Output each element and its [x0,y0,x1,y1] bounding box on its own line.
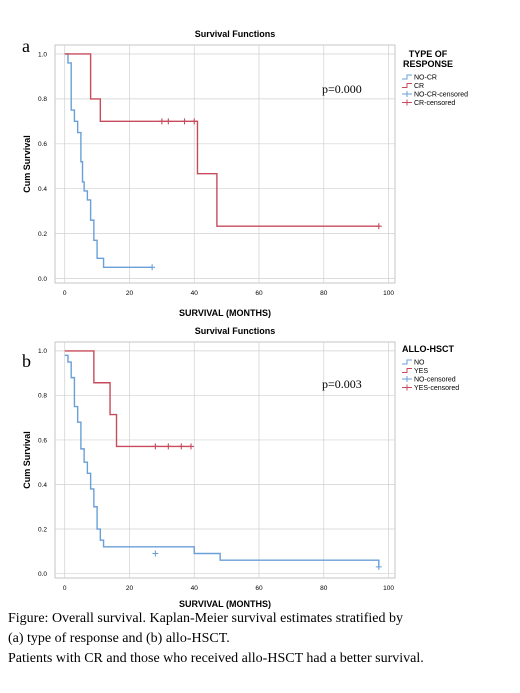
y-tick-label: 0.0 [38,276,47,283]
x-tick-label: 80 [320,290,328,297]
caption-line-3: Patients with CR and those who received … [8,651,424,666]
legend-swatch-line [402,359,412,365]
panel-label: a [22,36,30,56]
y-tick-label: 0.6 [38,437,47,444]
censor-mark-cr [375,223,382,230]
chart-title: Survival Functions [195,326,276,336]
x-tick-label: 0 [63,585,67,592]
legend-entry: NO-CR-censored [414,92,468,99]
censor-mark-cr [181,118,188,125]
y-axis-title: Cum Survival [22,431,32,489]
y-tick-label: 0.4 [38,482,47,489]
x-tick-label: 20 [126,290,134,297]
censor-mark-yes [188,443,194,450]
x-tick-label: 40 [191,290,199,297]
x-tick-label: 60 [255,290,263,297]
y-tick-label: 0.8 [38,96,47,103]
y-tick-label: 0.2 [38,526,47,533]
series-line-no [64,354,380,567]
series-line-no-cr [64,53,153,268]
x-tick-label: 20 [126,585,134,592]
caption-line-2: (a) type of response and (b) allo-HSCT. [8,631,230,646]
x-tick-label: 0 [63,290,67,297]
censor-mark-no [152,550,159,557]
censor-mark-cr [165,118,172,125]
legend-swatch-censor [402,384,412,391]
y-tick-label: 0.0 [38,571,47,578]
legend-title: RESPONSE [403,59,453,69]
x-axis-title: SURVIVAL (MONTHS) [179,599,271,609]
legend-swatch-censor [402,99,412,106]
y-tick-label: 0.2 [38,231,47,238]
p-value-annotation: p=0.000 [322,82,362,96]
legend-title: TYPE OF [409,49,448,59]
x-tick-label: 60 [255,585,263,592]
chart-title: Survival Functions [195,29,276,39]
plot-frame [54,44,396,284]
censor-mark-cr [158,118,165,125]
x-tick-label: 40 [191,585,199,592]
x-tick-label: 100 [383,585,394,592]
censor-mark-yes [165,443,172,450]
caption-line-1: Figure: Overall survival. Kaplan-Meier s… [8,611,404,626]
censor-mark-yes [152,443,159,450]
x-tick-label: 80 [320,585,328,592]
series-line-yes [64,350,191,448]
p-value-annotation: p=0.003 [322,377,362,391]
censor-mark-no-cr [149,264,156,271]
legend-entry: YES-censored [414,385,459,392]
legend-swatch-line [402,74,412,80]
censor-mark-cr [191,118,198,125]
legend-entry: NO [414,360,425,367]
censor-mark-no [375,563,382,570]
series-line-cr [64,53,379,227]
y-tick-label: 0.4 [38,186,47,193]
y-tick-label: 0.6 [38,141,47,148]
legend-swatch-censor [402,376,412,382]
chart-panel-b: Survival Functions b 0 20 40 60 80 100 0.0 0.2 0.4… [22,326,459,609]
legend-entry: CR-censored [414,100,455,107]
figure-caption: Figure: Overall survival. Kaplan-Meier s… [8,609,518,669]
legend-swatch-line [402,83,412,88]
legend-entry: YES [414,368,428,375]
censor-mark-yes [178,443,185,450]
plot-frame [54,341,396,579]
y-tick-label: 1.0 [38,51,47,58]
y-tick-label: 0.8 [38,393,47,400]
legend-swatch-line [402,368,412,373]
x-tick-label: 100 [383,290,394,297]
legend-entry: CR [414,83,424,90]
y-tick-label: 1.0 [38,348,47,355]
chart-panel-a: Survival Functions a 0 20 40 60 80 100 0.0 0.2 0.4… [22,29,468,318]
y-axis-title: Cum Survival [22,135,32,193]
figure-canvas: Survival Functions a 0 20 40 60 80 100 0.0 0.2 0.4… [22,29,468,609]
panel-label: b [22,351,31,371]
legend-swatch-censor [402,91,412,97]
legend-entry: NO-CR [414,75,437,82]
x-axis-title: SURVIVAL (MONTHS) [179,308,271,318]
legend-title: ALLO-HSCT [402,344,454,354]
legend-entry: NO-censored [414,377,456,384]
